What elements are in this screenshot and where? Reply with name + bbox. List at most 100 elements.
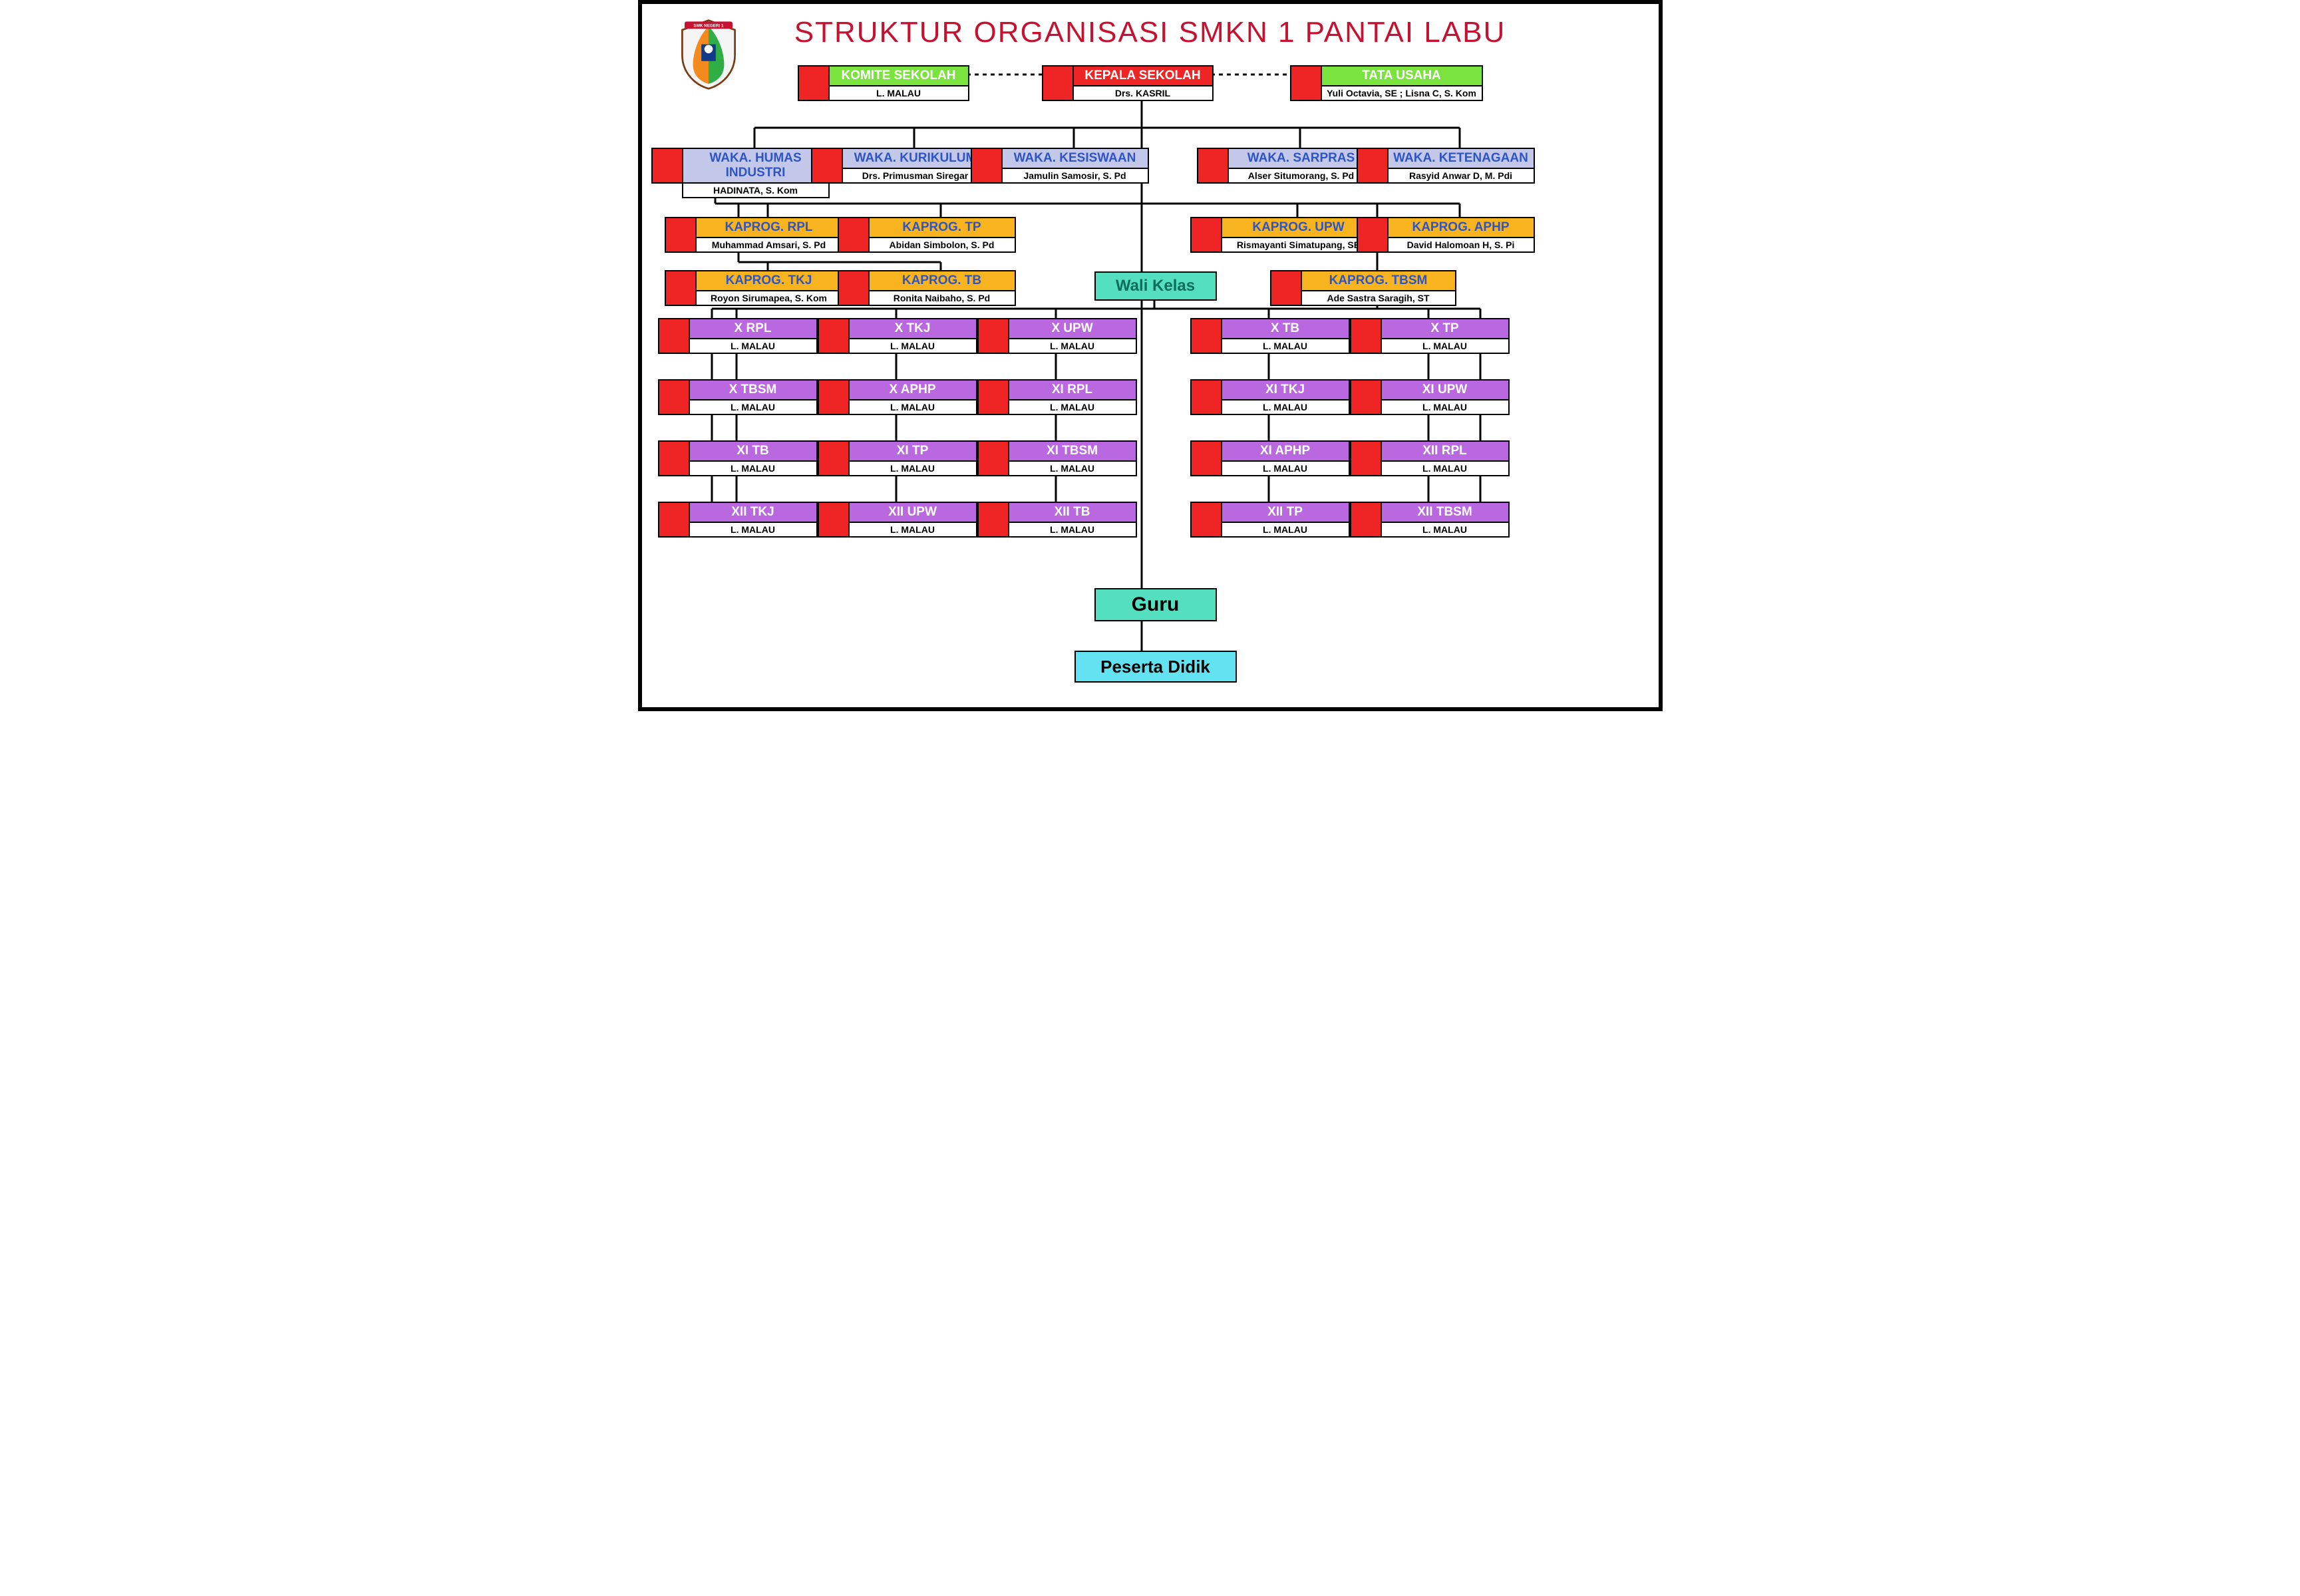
node-waka4-title: WAKA. SARPRAS — [1229, 149, 1374, 168]
class-0-3-person: L. MALAU — [1222, 338, 1349, 353]
node-kepala: KEPALA SEKOLAHDrs. KASRIL — [1072, 65, 1214, 101]
class-2-2-title: XI TBSM — [1009, 442, 1136, 460]
class-3-2-marker — [977, 502, 1011, 538]
node-waka3-title: WAKA. KESISWAAN — [1003, 149, 1148, 168]
class-3-1-marker — [818, 502, 851, 538]
node-waka2-marker — [811, 148, 844, 184]
node-tata-marker — [1290, 65, 1323, 101]
node-kupw-title: KAPROG. UPW — [1222, 218, 1375, 237]
node-komite: KOMITE SEKOLAHL. MALAU — [828, 65, 969, 101]
class-2-0: XI TBL. MALAU — [689, 440, 818, 476]
class-1-4-person: L. MALAU — [1382, 399, 1508, 414]
node-waka3-person: Jamulin Samosir, S. Pd — [1003, 168, 1148, 182]
class-0-0-marker — [658, 318, 691, 354]
node-krpl: KAPROG. RPLMuhammad Amsari, S. Pd — [695, 217, 843, 253]
class-1-2-marker — [977, 379, 1011, 415]
node-waka4-person: Alser Situmorang, S. Pd — [1229, 168, 1374, 182]
class-0-3-title: X TB — [1222, 319, 1349, 338]
node-komite-title: KOMITE SEKOLAH — [830, 67, 968, 85]
node-krpl-marker — [665, 217, 698, 253]
class-3-2: XII TBL. MALAU — [1008, 502, 1137, 538]
node-waka5-title: WAKA. KETENAGAAN — [1389, 149, 1534, 168]
class-1-4: XI UPWL. MALAU — [1381, 379, 1510, 415]
class-3-1: XII UPWL. MALAU — [848, 502, 977, 538]
node-kepala-title: KEPALA SEKOLAH — [1074, 67, 1212, 85]
class-0-2-title: X UPW — [1009, 319, 1136, 338]
class-0-2: X UPWL. MALAU — [1008, 318, 1137, 354]
class-0-0: X RPLL. MALAU — [689, 318, 818, 354]
node-waka2-title: WAKA. KURIKULUM — [843, 149, 988, 168]
class-0-4-title: X TP — [1382, 319, 1508, 338]
node-kaphp-person: David Halomoan H, S. Pi — [1389, 237, 1534, 251]
node-tata: TATA USAHAYuli Octavia, SE ; Lisna C, S.… — [1321, 65, 1483, 101]
node-waka5-person: Rasyid Anwar D, M. Pdi — [1389, 168, 1534, 182]
class-0-4: X TPL. MALAU — [1381, 318, 1510, 354]
class-1-3-marker — [1190, 379, 1224, 415]
class-2-2-person: L. MALAU — [1009, 460, 1136, 475]
class-3-3-title: XII TP — [1222, 503, 1349, 522]
node-ktp: KAPROG. TPAbidan Simbolon, S. Pd — [868, 217, 1016, 253]
node-ktp-marker — [838, 217, 871, 253]
node-waka5-marker — [1357, 148, 1390, 184]
node-kepala-person: Drs. KASRIL — [1074, 85, 1212, 100]
class-0-1-person: L. MALAU — [850, 338, 976, 353]
class-3-1-person: L. MALAU — [850, 522, 976, 536]
class-0-0-title: X RPL — [690, 319, 816, 338]
class-0-4-marker — [1350, 318, 1383, 354]
class-2-3-person: L. MALAU — [1222, 460, 1349, 475]
class-3-1-title: XII UPW — [850, 503, 976, 522]
class-2-4-title: XII RPL — [1382, 442, 1508, 460]
class-2-3-marker — [1190, 440, 1224, 476]
class-1-3: XI TKJL. MALAU — [1221, 379, 1350, 415]
class-0-3-marker — [1190, 318, 1224, 354]
class-3-4-title: XII TBSM — [1382, 503, 1508, 522]
node-komite-person: L. MALAU — [830, 85, 968, 100]
node-ktbsm: KAPROG. TBSMAde Sastra Saragih, ST — [1301, 270, 1456, 306]
node-waka2: WAKA. KURIKULUMDrs. Primusman Siregar — [842, 148, 989, 184]
node-kupw-marker — [1190, 217, 1224, 253]
node-ktb: KAPROG. TBRonita Naibaho, S. Pd — [868, 270, 1016, 306]
node-waka1-title: WAKA. HUMAS INDUSTRI — [683, 149, 828, 182]
class-3-0-person: L. MALAU — [690, 522, 816, 536]
class-0-0-person: L. MALAU — [690, 338, 816, 353]
class-1-1-marker — [818, 379, 851, 415]
class-1-1-person: L. MALAU — [850, 399, 976, 414]
class-2-1-marker — [818, 440, 851, 476]
class-1-2-title: XI RPL — [1009, 381, 1136, 399]
class-0-3: X TBL. MALAU — [1221, 318, 1350, 354]
class-0-2-person: L. MALAU — [1009, 338, 1136, 353]
node-ktb-title: KAPROG. TB — [870, 271, 1015, 290]
class-3-2-person: L. MALAU — [1009, 522, 1136, 536]
class-2-2: XI TBSML. MALAU — [1008, 440, 1137, 476]
class-3-4: XII TBSML. MALAU — [1381, 502, 1510, 538]
node-kaphp-marker — [1357, 217, 1390, 253]
node-ktkj-person: Royon Sirumapea, S. Kom — [697, 290, 842, 305]
class-2-4: XII RPLL. MALAU — [1381, 440, 1510, 476]
node-kupw: KAPROG. UPWRismayanti Simatupang, SE — [1221, 217, 1377, 253]
node-komite-marker — [798, 65, 831, 101]
node-ktp-person: Abidan Simbolon, S. Pd — [870, 237, 1015, 251]
class-3-3-marker — [1190, 502, 1224, 538]
node-ktkj-marker — [665, 270, 698, 306]
class-3-4-person: L. MALAU — [1382, 522, 1508, 536]
class-3-3-person: L. MALAU — [1222, 522, 1349, 536]
class-0-1: X TKJL. MALAU — [848, 318, 977, 354]
node-krpl-title: KAPROG. RPL — [697, 218, 842, 237]
node-kaphp: KAPROG. APHPDavid Halomoan H, S. Pi — [1387, 217, 1535, 253]
class-0-4-person: L. MALAU — [1382, 338, 1508, 353]
node-waka3: WAKA. KESISWAANJamulin Samosir, S. Pd — [1001, 148, 1149, 184]
node-ktb-person: Ronita Naibaho, S. Pd — [870, 290, 1015, 305]
node-ktkj: KAPROG. TKJRoyon Sirumapea, S. Kom — [695, 270, 843, 306]
class-0-1-title: X TKJ — [850, 319, 976, 338]
class-3-0: XII TKJL. MALAU — [689, 502, 818, 538]
class-2-0-title: XI TB — [690, 442, 816, 460]
node-waka4-marker — [1197, 148, 1230, 184]
node-waka4: WAKA. SARPRASAlser Situmorang, S. Pd — [1228, 148, 1375, 184]
class-1-3-title: XI TKJ — [1222, 381, 1349, 399]
class-1-2-person: L. MALAU — [1009, 399, 1136, 414]
node-ktp-title: KAPROG. TP — [870, 218, 1015, 237]
class-1-0-title: X TBSM — [690, 381, 816, 399]
class-2-1-title: XI TP — [850, 442, 976, 460]
class-2-3-title: XI APHP — [1222, 442, 1349, 460]
class-3-4-marker — [1350, 502, 1383, 538]
